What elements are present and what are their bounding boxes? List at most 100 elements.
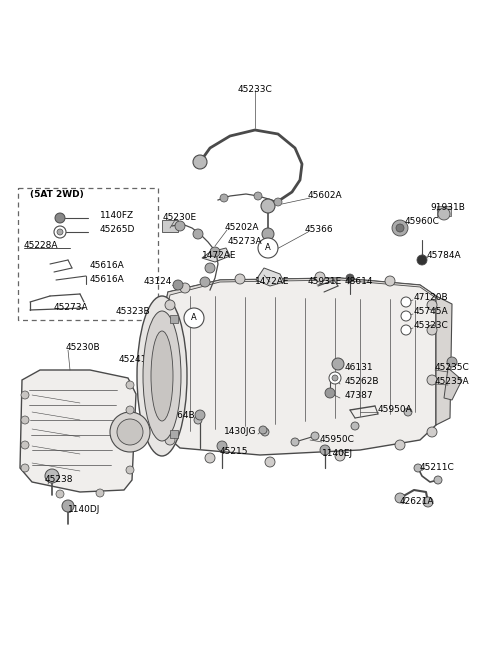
Polygon shape [436,296,452,425]
Circle shape [427,375,437,385]
Circle shape [55,213,65,223]
Circle shape [392,220,408,236]
Circle shape [21,416,29,424]
Circle shape [395,440,405,450]
Circle shape [205,453,215,463]
Text: 1472AE: 1472AE [255,277,289,287]
Circle shape [165,300,175,310]
Circle shape [205,263,215,273]
Polygon shape [162,278,436,320]
Circle shape [258,238,278,258]
Text: 45215: 45215 [220,447,249,457]
Circle shape [180,283,190,293]
Circle shape [417,255,427,265]
Circle shape [126,381,134,389]
Circle shape [315,272,325,282]
Circle shape [335,451,345,461]
Circle shape [332,358,344,370]
Circle shape [235,274,245,284]
Circle shape [21,391,29,399]
Circle shape [126,466,134,474]
Text: A: A [191,314,197,323]
Ellipse shape [137,296,187,456]
Bar [437,206,451,216]
Circle shape [332,375,338,381]
Circle shape [265,457,275,467]
Text: 91931B: 91931B [430,203,465,213]
Circle shape [401,325,411,335]
Text: 45616A: 45616A [90,276,125,285]
Circle shape [423,497,433,507]
Text: 45784A: 45784A [427,251,462,260]
Circle shape [414,464,422,472]
Text: (5AT 2WD): (5AT 2WD) [30,190,84,199]
Text: 45230B: 45230B [66,344,101,352]
Circle shape [165,395,175,405]
Ellipse shape [151,331,173,421]
Bar [162,220,178,232]
Text: 43124: 43124 [144,277,172,287]
Text: 45265D: 45265D [100,224,135,234]
Bar [170,315,178,323]
Text: 45202A: 45202A [225,224,260,232]
Polygon shape [256,268,284,286]
Circle shape [193,229,203,239]
Text: 45235C: 45235C [435,363,470,373]
Circle shape [262,228,274,240]
Circle shape [173,280,183,290]
Text: 42621A: 42621A [400,497,434,506]
Circle shape [396,224,404,232]
Text: 45366: 45366 [305,226,334,234]
Circle shape [165,345,175,355]
Text: 45602A: 45602A [308,190,343,199]
Circle shape [351,422,359,430]
Circle shape [117,419,143,445]
Circle shape [311,432,319,440]
Circle shape [57,229,63,235]
Text: 45323B: 45323B [115,308,150,316]
Circle shape [404,408,412,416]
Text: 45950C: 45950C [320,436,355,445]
Text: 45235A: 45235A [435,377,469,386]
Circle shape [434,476,442,484]
Text: 45323C: 45323C [414,321,449,331]
Circle shape [195,410,205,420]
Ellipse shape [143,311,181,441]
Polygon shape [162,278,436,455]
Bar [170,430,178,438]
Text: 45364B: 45364B [160,411,195,420]
Text: 45273A: 45273A [228,237,263,247]
Circle shape [401,311,411,321]
Text: 45211C: 45211C [420,464,455,472]
Text: 45745A: 45745A [414,308,449,316]
Circle shape [385,276,395,286]
Circle shape [447,357,457,367]
Circle shape [175,221,185,231]
Text: 46131: 46131 [345,363,373,373]
Text: 45228A: 45228A [24,241,59,249]
Circle shape [427,300,437,310]
Circle shape [346,274,354,282]
Circle shape [438,208,450,220]
Polygon shape [444,368,462,400]
Circle shape [45,469,59,483]
Text: 1140FZ: 1140FZ [100,211,134,220]
Circle shape [220,194,228,202]
Text: 45262B: 45262B [345,377,380,386]
Text: 47120B: 47120B [414,293,449,302]
Circle shape [194,416,202,424]
Text: A: A [265,243,271,253]
Circle shape [200,277,210,287]
Circle shape [291,438,299,446]
Text: 45233C: 45233C [238,85,272,94]
Circle shape [217,441,227,451]
Text: 48614: 48614 [345,277,373,287]
Text: 45950A: 45950A [378,405,413,415]
Circle shape [325,388,335,398]
Circle shape [427,325,437,335]
Text: 45241A: 45241A [119,356,153,365]
Text: 45931E: 45931E [308,277,342,287]
Text: 45238: 45238 [45,476,73,485]
Text: 1140EJ: 1140EJ [322,449,353,457]
Circle shape [193,155,207,169]
